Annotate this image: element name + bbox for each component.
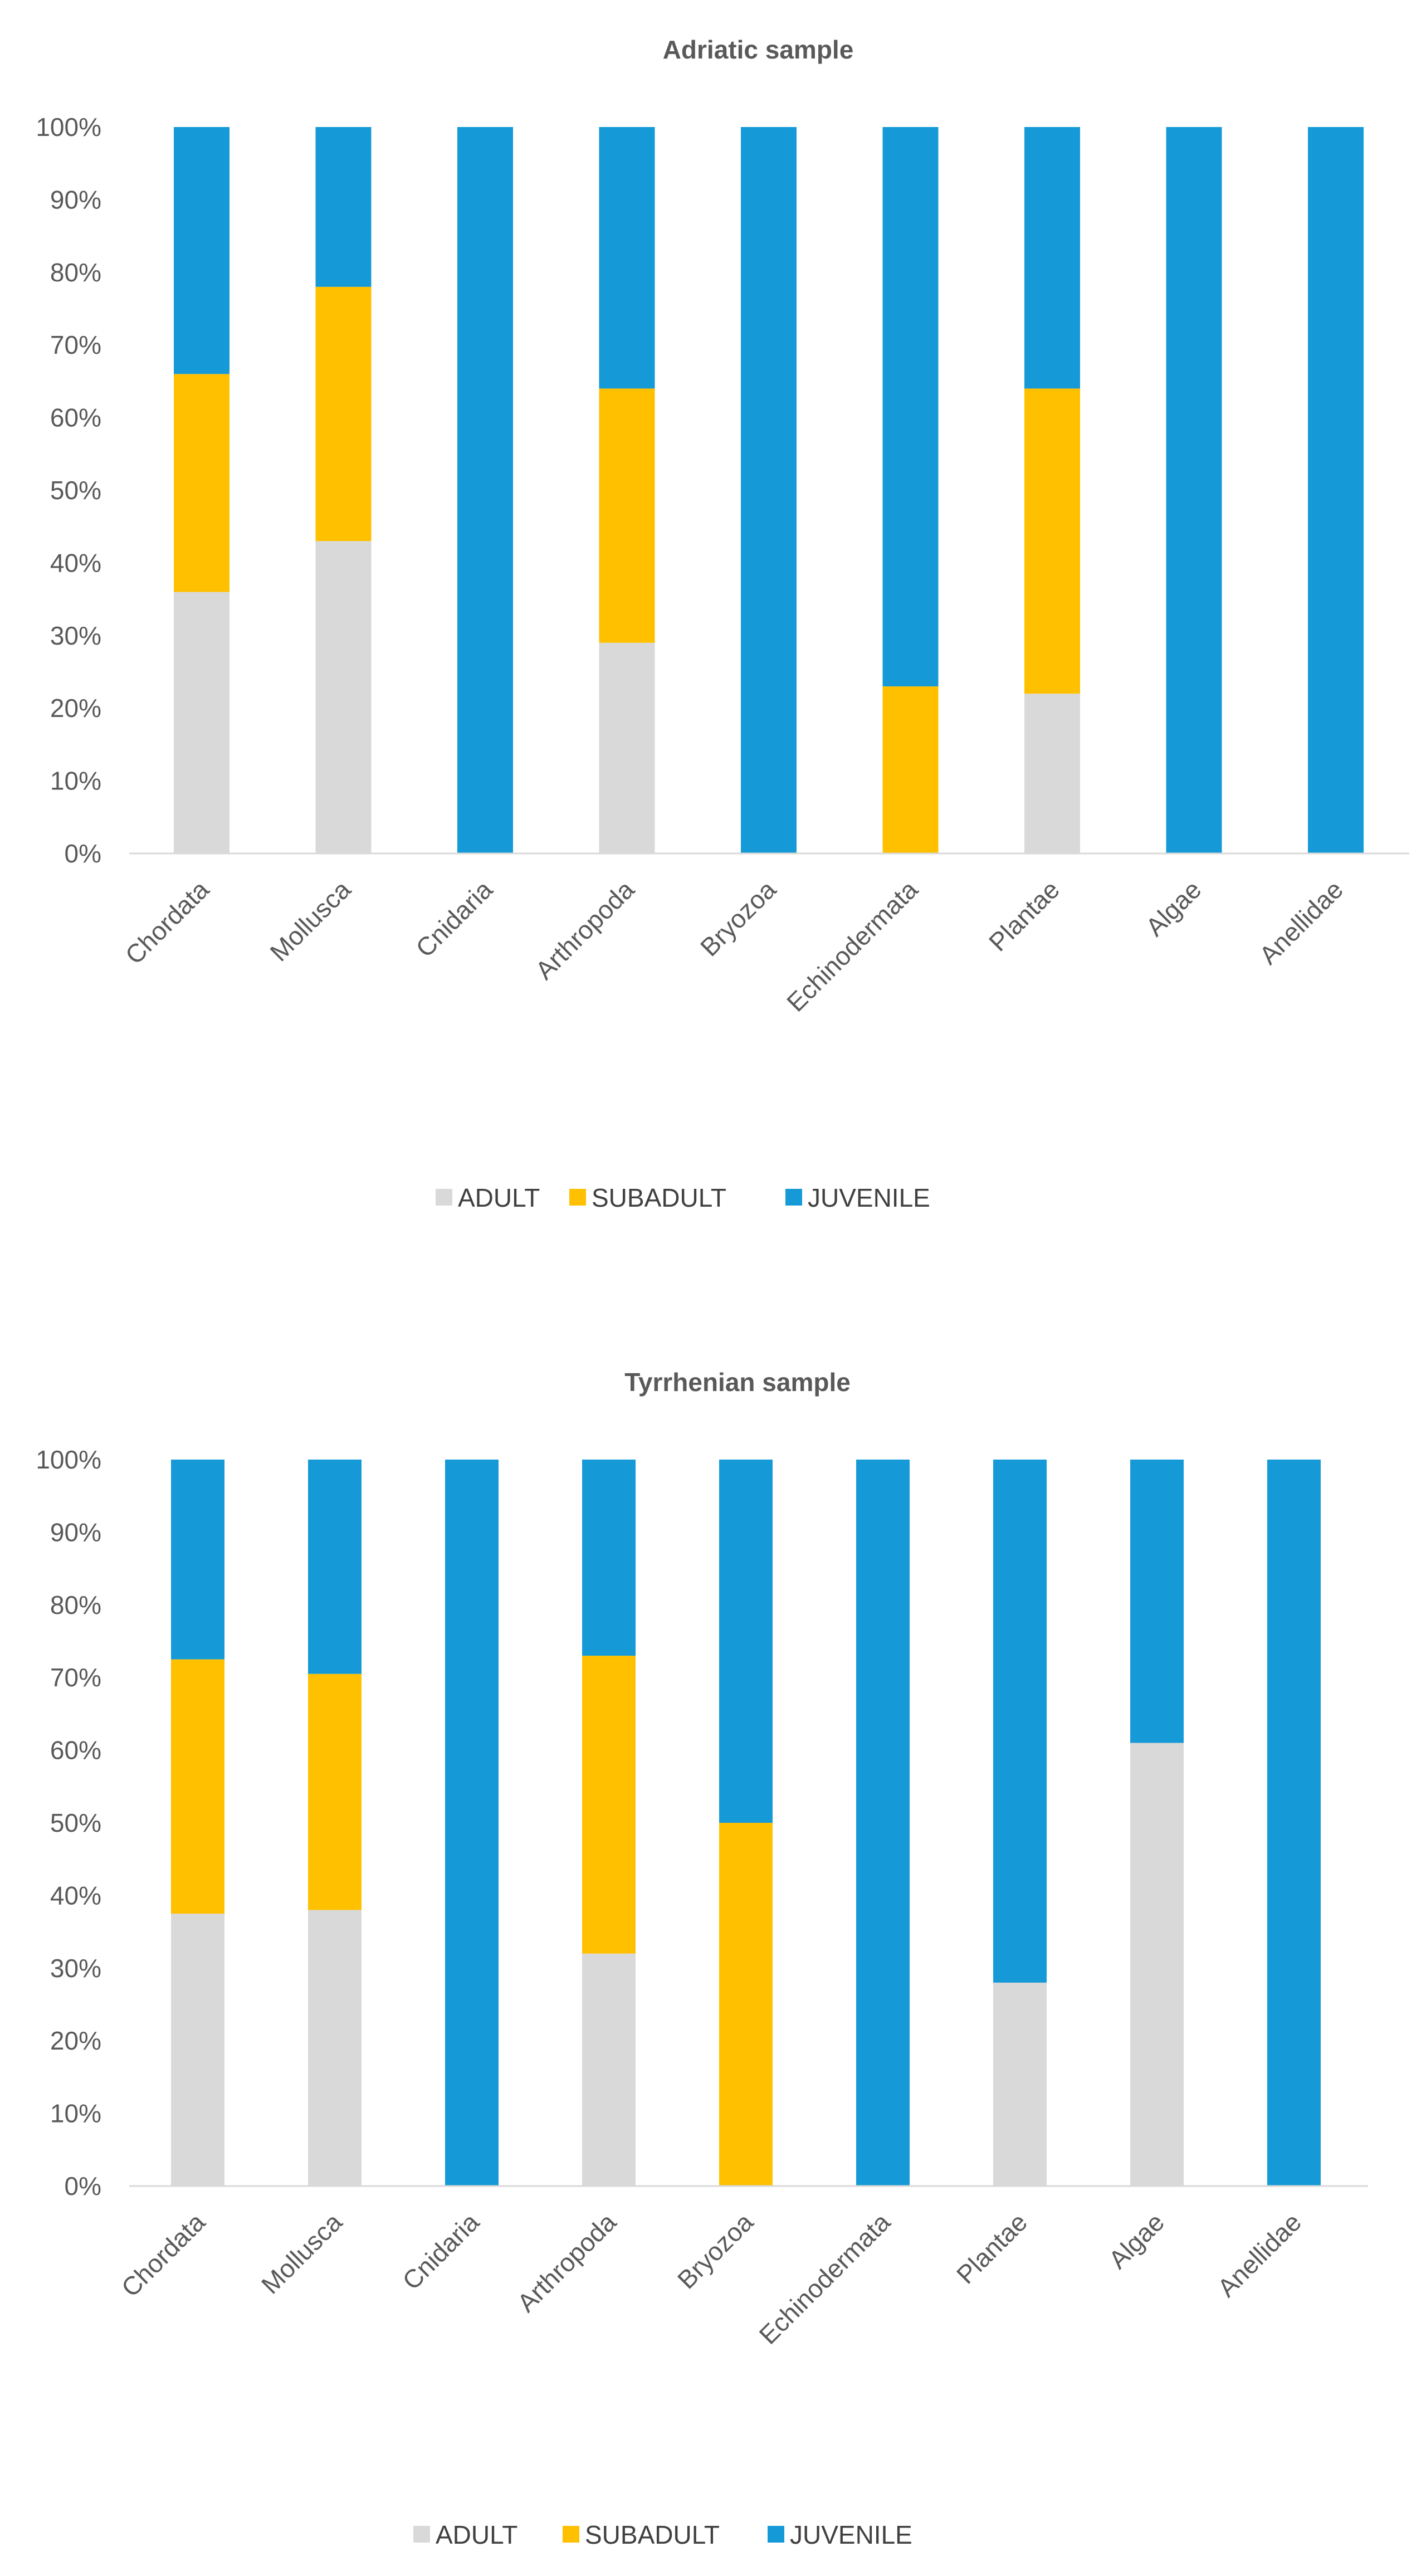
x-tick-label: Anellidae — [1212, 2207, 1307, 2302]
bar-adult-mollusca — [315, 541, 372, 853]
y-tick-label: 70% — [50, 1663, 101, 1692]
bar-subadult-bryozoa — [719, 1823, 773, 2186]
y-tick-label: 80% — [50, 258, 101, 287]
x-tick-label: Chordata — [115, 2207, 211, 2302]
bar-juvenile-echinodermata — [882, 127, 939, 687]
y-tick-label: 60% — [50, 403, 101, 432]
legend-label-subadult: SUBADULT — [585, 2520, 720, 2549]
bar-juvenile-algae — [1130, 1460, 1184, 1743]
y-tick-label: 0% — [65, 839, 101, 868]
legend-label-juvenile: JUVENILE — [790, 2520, 912, 2549]
bar-adult-arthropoda — [599, 642, 655, 853]
y-tick-label: 30% — [50, 621, 101, 650]
bar-adult-mollusca — [308, 1910, 362, 2186]
y-tick-label: 90% — [50, 1518, 101, 1546]
legend-label-adult: ADULT — [436, 2520, 517, 2549]
bar-juvenile-cnidaria — [445, 1460, 499, 2186]
chart-adriatic: Adriatic sample 0% 10% 20% 30% 40% 50% 60% 70% 80… — [0, 0, 1426, 1287]
legend-label-juvenile: JUVENILE — [808, 1183, 930, 1212]
bar-adult-chordata — [174, 592, 229, 853]
x-tick-label: Algae — [1140, 875, 1207, 941]
x-tick-label: Mollusca — [256, 2207, 348, 2299]
y-tick-label: 50% — [50, 476, 101, 505]
bar-subadult-mollusca — [315, 286, 372, 541]
y-tick-label: 90% — [50, 185, 101, 214]
bar-adult-algae — [1130, 1743, 1184, 2186]
bar-juvenile-plantae — [1024, 127, 1080, 389]
bar-subadult-echinodermata — [882, 686, 939, 853]
bar-subadult-chordata — [171, 1659, 224, 1914]
y-tick-label: 10% — [50, 767, 101, 796]
chart-tyrrhenian: Tyrrhenian sample 0% 10% 20% 30% 40% 50% 60% 70%… — [0, 1287, 1426, 2576]
bar-juvenile-anellidae — [1308, 127, 1364, 853]
y-tick-label: 70% — [50, 330, 101, 359]
legend-swatch-adult — [413, 2526, 430, 2543]
legend-label-subadult: SUBADULT — [592, 1183, 726, 1212]
bar-subadult-chordata — [174, 374, 229, 592]
bar-subadult-plantae — [1024, 388, 1080, 694]
x-tick-label: Algae — [1103, 2207, 1170, 2274]
legend-swatch-juvenile — [768, 2526, 784, 2543]
y-tick-label: 100% — [36, 113, 101, 142]
bar-adult-arthropoda — [582, 1953, 636, 2186]
y-tick-label: 0% — [65, 2172, 101, 2201]
bar-juvenile-bryozoa — [741, 127, 797, 853]
x-tick-label: Cnidaria — [397, 2207, 485, 2295]
bar-juvenile-arthropoda — [599, 127, 655, 389]
y-tick-label: 50% — [50, 1808, 101, 1837]
bar-juvenile-bryozoa — [719, 1460, 773, 1823]
bar-juvenile-plantae — [993, 1460, 1047, 1983]
x-tick-label: Plantae — [983, 875, 1065, 957]
x-tick-label: Mollusca — [264, 875, 356, 967]
y-tick-label: 10% — [50, 2099, 101, 2128]
y-tick-label: 40% — [50, 548, 101, 577]
x-tick-label: Anellidae — [1253, 875, 1349, 970]
chart-adriatic-svg: Adriatic sample 0% 10% 20% 30% 40% 50% 60% 70% 80… — [36, 35, 1409, 1212]
legend-swatch-subadult — [563, 2526, 579, 2543]
bar-juvenile-anellidae — [1267, 1460, 1321, 2186]
bar-juvenile-algae — [1166, 127, 1222, 853]
legend-swatch-adult — [436, 1189, 452, 1206]
y-tick-label: 60% — [50, 1736, 101, 1765]
bar-subadult-arthropoda — [582, 1656, 636, 1954]
legend-swatch-subadult — [569, 1189, 586, 1206]
y-tick-label: 30% — [50, 1954, 101, 1983]
x-tick-label: Echinodermata — [754, 2207, 896, 2350]
bar-juvenile-arthropoda — [582, 1460, 636, 1656]
x-tick-label: Chordata — [119, 875, 214, 970]
x-tick-label: Bryozoa — [672, 2207, 759, 2294]
x-tick-label: Bryozoa — [695, 875, 782, 962]
y-tick-label: 40% — [50, 1881, 101, 1910]
bar-juvenile-chordata — [171, 1460, 224, 1660]
x-tick-label: Arthropoda — [511, 2207, 622, 2318]
legend-label-adult: ADULT — [458, 1183, 540, 1212]
x-tick-label: Plantae — [951, 2207, 1033, 2289]
chart-tyrrhenian-svg: Tyrrhenian sample 0% 10% 20% 30% 40% 50% 60% 70%… — [36, 1368, 1368, 2549]
bar-juvenile-cnidaria — [457, 127, 513, 853]
chart-title: Tyrrhenian sample — [624, 1368, 851, 1397]
bar-juvenile-mollusca — [308, 1460, 362, 1674]
y-tick-label: 20% — [50, 694, 101, 723]
bar-juvenile-echinodermata — [856, 1460, 910, 2186]
y-tick-label: 100% — [36, 1445, 101, 1474]
legend-swatch-juvenile — [785, 1189, 802, 1206]
chart-title: Adriatic sample — [663, 35, 854, 64]
bar-adult-plantae — [1024, 694, 1080, 853]
bar-juvenile-mollusca — [315, 127, 372, 287]
x-tick-label: Arthropoda — [530, 875, 640, 985]
bar-subadult-arthropoda — [599, 388, 655, 643]
y-tick-label: 80% — [50, 1591, 101, 1619]
bar-juvenile-chordata — [174, 127, 229, 374]
bar-adult-plantae — [993, 1982, 1047, 2186]
bar-adult-chordata — [171, 1914, 224, 2186]
x-tick-label: Echinodermata — [781, 875, 924, 1017]
bar-subadult-mollusca — [308, 1674, 362, 1910]
x-tick-label: Cnidaria — [410, 875, 498, 963]
y-tick-label: 20% — [50, 2026, 101, 2055]
